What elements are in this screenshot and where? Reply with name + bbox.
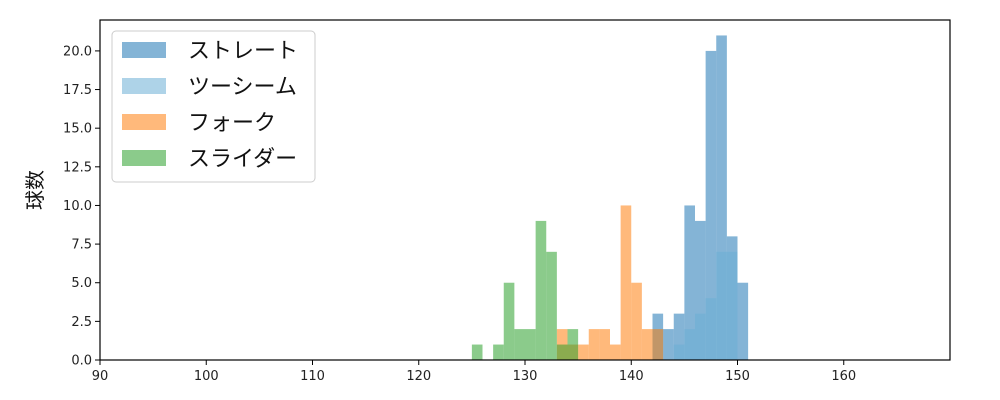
x-tick-label: 130 — [513, 369, 538, 384]
x-tick-label: 160 — [831, 369, 856, 384]
y-tick-label: 20.0 — [63, 44, 92, 59]
bar — [599, 329, 610, 360]
legend-label: フォーク — [188, 111, 276, 136]
y-tick-label: 17.5 — [63, 83, 92, 98]
bar — [631, 282, 642, 360]
bar — [684, 329, 695, 360]
y-tick-label: 12.5 — [63, 160, 92, 175]
bar — [546, 251, 557, 360]
x-tick-label: 150 — [725, 369, 750, 384]
y-tick-label: 5.0 — [71, 276, 92, 291]
legend-swatch — [122, 42, 166, 58]
bar — [737, 282, 749, 360]
bar — [726, 251, 738, 360]
bar — [578, 344, 589, 360]
legend-swatch — [122, 114, 166, 130]
x-axis: 90 100 110 120 130 140 150 160 — [92, 360, 856, 384]
y-axis-title: 球数 — [23, 170, 47, 210]
histogram-bars — [471, 35, 749, 361]
x-tick-label: 140 — [619, 369, 644, 384]
bar — [641, 329, 653, 360]
bar — [716, 35, 727, 361]
bar — [525, 329, 536, 360]
x-tick-label: 110 — [300, 369, 325, 384]
y-tick-label: 0.0 — [71, 354, 92, 369]
legend-label: スライダー — [188, 147, 297, 172]
x-tick-label: 100 — [194, 369, 219, 384]
bar — [673, 344, 685, 360]
legend-box — [111, 30, 316, 183]
bar — [695, 220, 706, 360]
bar — [610, 344, 621, 360]
y-tick-label: 7.5 — [71, 238, 92, 253]
legend-label: ツーシーム — [188, 75, 297, 100]
x-tick-label: 90 — [92, 369, 109, 384]
y-tick-label: 15.0 — [63, 122, 92, 137]
bar — [535, 220, 547, 360]
bar — [716, 251, 727, 360]
bar — [588, 329, 600, 360]
bar — [471, 344, 483, 360]
bar — [663, 329, 674, 360]
y-axis: 0.0 2.5 5.0 7.5 10.0 12.5 15.0 17.5 20.0 — [63, 44, 100, 369]
bar — [695, 313, 706, 360]
bar — [493, 344, 504, 360]
bar — [514, 329, 525, 360]
legend-label: ストレート — [188, 39, 298, 64]
bar — [503, 282, 515, 360]
bar — [556, 344, 568, 360]
bar — [705, 50, 717, 361]
y-tick-label: 2.5 — [71, 315, 92, 330]
series-4 — [471, 220, 579, 360]
bar — [567, 329, 579, 360]
y-tick-label: 10.0 — [63, 199, 92, 214]
bar — [705, 298, 717, 360]
bar — [652, 329, 664, 360]
legend-swatch — [122, 78, 166, 94]
x-tick-label: 120 — [406, 369, 431, 384]
bar — [673, 313, 685, 360]
bar — [684, 205, 695, 360]
bar — [620, 205, 632, 360]
legend-swatch — [122, 150, 166, 166]
